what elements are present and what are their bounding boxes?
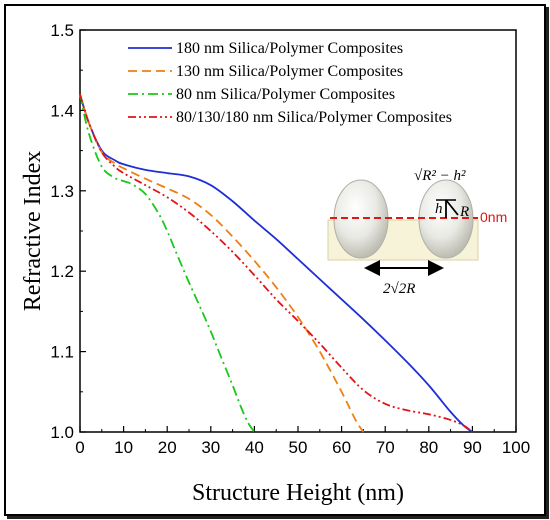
- series-line-3: [79, 94, 473, 433]
- legend-label-1: 130 nm Silica/Polymer Composites: [176, 63, 403, 80]
- x-tick-label: 60: [332, 438, 351, 457]
- legend-label-3: 80/130/180 nm Silica/Polymer Composites: [176, 109, 452, 126]
- x-tick-label: 70: [376, 438, 395, 457]
- legend: 180 nm Silica/Polymer Composites 130 nm S…: [128, 40, 452, 126]
- sqrt-label: √R² − h²: [414, 168, 466, 184]
- y-tick-label: 1.2: [50, 262, 74, 281]
- x-tick-label: 0: [75, 438, 84, 457]
- axis-ticks: 0 10 20 30 40 50 60 70 80 90 100 1.0 1.1 1.2 1.3 1.4 1.5: [50, 21, 530, 457]
- y-tick-label: 1.4: [50, 101, 74, 120]
- x-tick-label: 40: [245, 438, 264, 457]
- x-tick-label: 50: [289, 438, 308, 457]
- x-tick-label: 100: [502, 438, 530, 457]
- y-tick-label: 1.5: [50, 21, 74, 40]
- y-tick-label: 1.1: [50, 343, 74, 362]
- x-axis-title: Structure Height (nm): [192, 480, 404, 506]
- x-tick-label: 10: [114, 438, 133, 457]
- series-lines: [79, 94, 473, 433]
- spacing-label: 2√2R: [383, 281, 415, 297]
- zero-nm-label: 0nm: [480, 209, 507, 225]
- series-line-1: [79, 94, 365, 433]
- series-line-0: [79, 94, 473, 433]
- radius-arrow: [445, 199, 459, 216]
- x-tick-label: 80: [419, 438, 438, 457]
- legend-label-2: 80 nm Silica/Polymer Composites: [176, 86, 395, 103]
- h-label: h: [435, 201, 443, 217]
- x-tick-label: 90: [463, 438, 482, 457]
- y-tick-label: 1.0: [50, 423, 74, 442]
- x-tick-label: 20: [158, 438, 177, 457]
- y-axis-title: Refractive Index: [20, 151, 46, 312]
- r-label: R: [459, 204, 469, 220]
- x-tick-label: 30: [201, 438, 220, 457]
- series-line-2: [79, 94, 256, 433]
- y-tick-label: 1.3: [50, 182, 74, 201]
- legend-label-0: 180 nm Silica/Polymer Composites: [176, 40, 403, 57]
- sphere-inset: 0nm 2√2R h R √R² − h²: [327, 168, 507, 297]
